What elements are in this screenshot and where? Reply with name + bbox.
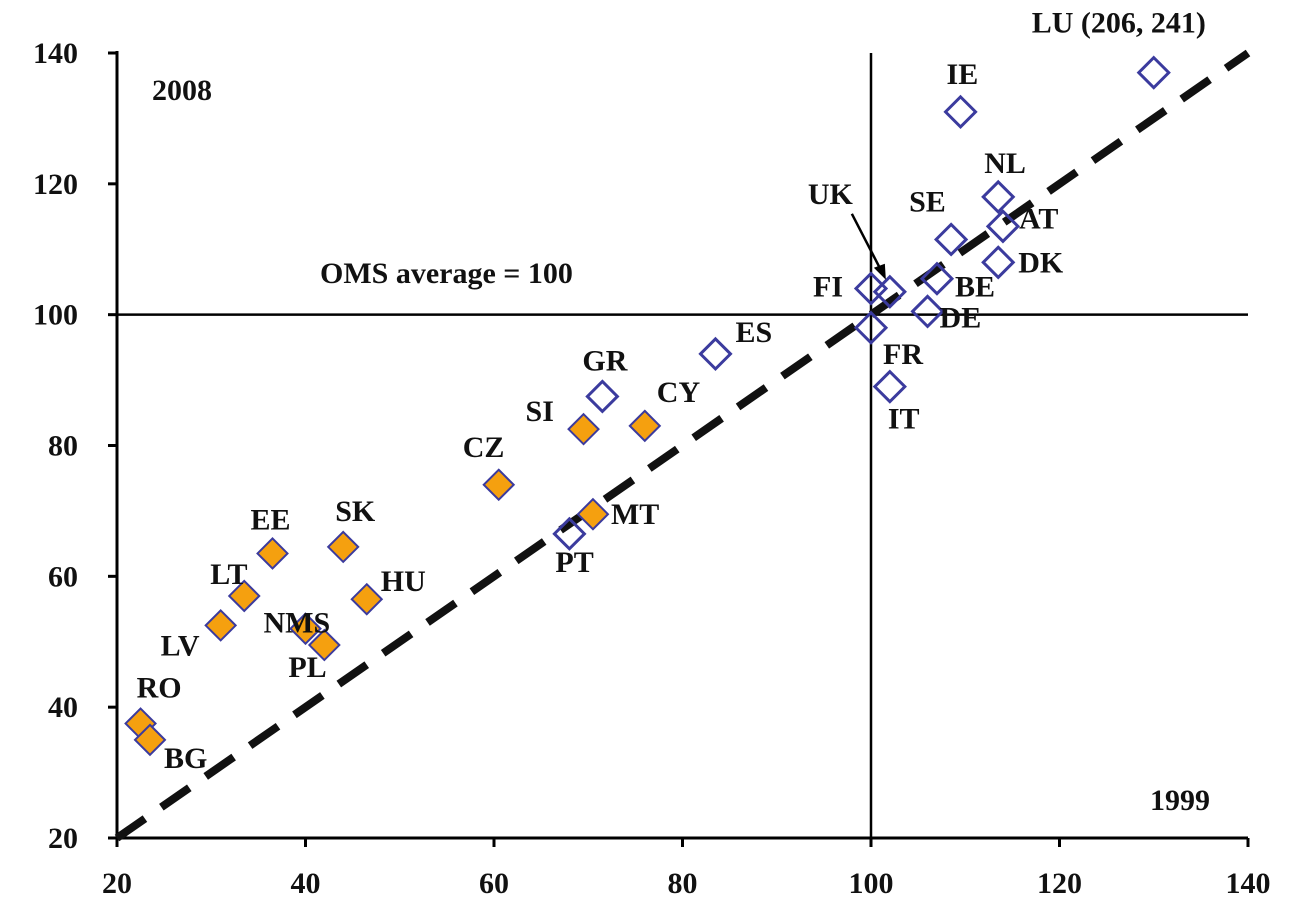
point-nms (289, 612, 322, 646)
point-label-ee: EE (251, 503, 291, 536)
point-label-lt: LT (210, 558, 247, 591)
point-ie (943, 94, 978, 129)
point-label-cy: CY (657, 376, 701, 409)
x-tick-label: 80 (668, 867, 698, 897)
point-bg (133, 723, 167, 757)
point-lt (227, 579, 261, 613)
point-label-uk: UK (808, 178, 854, 211)
point-dk (981, 245, 1016, 280)
y-tick-label: 20 (48, 822, 78, 855)
uk-arrow-line (850, 213, 885, 277)
x-tick-label: 140 (1226, 867, 1271, 897)
point-it (872, 369, 907, 404)
point-label-ie: IE (947, 58, 979, 91)
point-de (910, 294, 945, 329)
point-label-fr: FR (883, 338, 923, 371)
y-tick-label: 140 (33, 37, 78, 70)
y-tick-label: 40 (48, 691, 78, 724)
y-tick-label: 100 (33, 299, 78, 332)
point-label-nms: NMS (264, 607, 331, 640)
x-tick-label: 60 (479, 867, 509, 897)
point-pl (307, 628, 341, 662)
point-label-it: IT (888, 403, 920, 436)
y-tick-label: 120 (33, 168, 78, 201)
point-label-de: DE (940, 301, 982, 334)
point-label-es: ES (735, 316, 772, 349)
uk-arrow-head (873, 263, 886, 280)
x-tick-label: 100 (849, 867, 894, 897)
y-tick-label: 80 (48, 430, 78, 463)
diagonal-layer (114, 49, 1251, 842)
axes: 20 40 60 80 100 120 140 20 40 60 80 100 120 140 (33, 37, 1271, 897)
point-lv (204, 608, 238, 642)
point-se (933, 222, 969, 257)
point-label-nl: NL (984, 147, 1026, 180)
point-at (985, 209, 1021, 244)
point-label-at: AT (1019, 202, 1058, 235)
point-es (698, 336, 733, 372)
point-fr (853, 310, 889, 345)
point-uk (872, 274, 907, 309)
x-tick-label: 40 (291, 867, 321, 897)
point-label-si: SI (526, 395, 554, 428)
point-label-ro: RO (137, 672, 182, 705)
point-pt (552, 516, 587, 551)
x-tick-label: 120 (1037, 867, 1082, 897)
point-label-be: BE (955, 271, 995, 304)
point-label-lu-206-241: LU (206, 241) (1032, 7, 1206, 40)
point-si (567, 412, 600, 446)
diagonal-dashed-line (114, 49, 1251, 842)
point-sk (326, 530, 360, 564)
point-label-cz: CZ (463, 431, 505, 464)
point-label-gr: GR (582, 344, 627, 377)
point-label-pl: PL (288, 651, 326, 684)
point-label-sk: SK (335, 495, 376, 528)
x-tick-label: 20 (102, 867, 132, 897)
point-cz (482, 468, 516, 502)
point-label-se: SE (909, 185, 946, 218)
y-tick-label: 60 (48, 560, 78, 593)
point-label-mt: MT (611, 498, 659, 531)
reference-line-label: OMS average = 100 (320, 257, 573, 290)
point-label-lv: LV (161, 629, 200, 662)
corner-label-2008: 2008 (152, 74, 212, 107)
point-cy (628, 409, 662, 443)
points-layer (124, 55, 1171, 757)
point-hu (350, 582, 384, 616)
point-gr (585, 379, 620, 414)
corner-label-1999: 1999 (1150, 784, 1210, 817)
point-nl (981, 179, 1016, 215)
point-lu-206-241 (1136, 55, 1171, 90)
point-label-hu: HU (381, 565, 426, 598)
point-label-pt: PT (555, 546, 593, 579)
point-label-fi: FI (813, 271, 843, 304)
point-label-dk: DK (1018, 246, 1064, 279)
point-ee (256, 537, 289, 570)
point-label-bg: BG (164, 742, 207, 775)
point-mt (576, 497, 610, 531)
point-be (919, 261, 955, 296)
